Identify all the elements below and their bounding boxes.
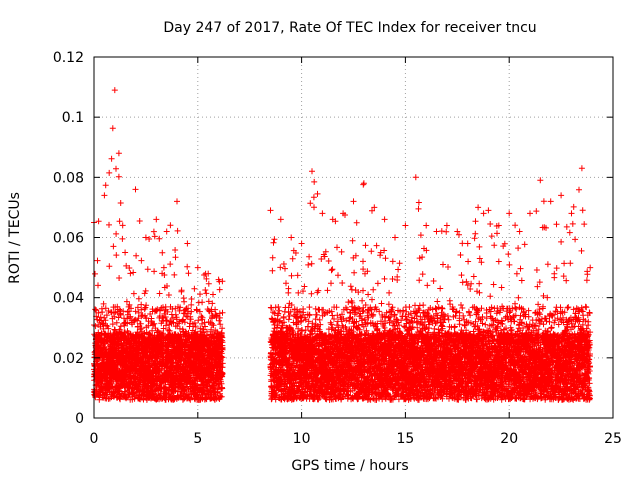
x-tick-label: 10: [293, 431, 311, 447]
y-tick-label: 0.12: [53, 50, 84, 66]
x-axis-label: GPS time / hours: [291, 458, 408, 474]
y-tick-label: 0: [75, 411, 84, 427]
roti-data-points: [91, 87, 594, 403]
x-tick-label: 15: [396, 431, 414, 447]
y-tick-label: 0.06: [53, 231, 84, 247]
x-tick-label: 25: [604, 431, 622, 447]
y-tick-labels: 0 0.02 0.04 0.06 0.08 0.1 0.12: [53, 50, 84, 427]
y-axis-label: ROTI / TECUs: [7, 192, 23, 284]
y-tick-label: 0.04: [53, 291, 84, 307]
y-tick-label: 0.08: [53, 170, 84, 186]
y-tick-label: 0.1: [62, 110, 84, 126]
x-tick-labels: 0 5 10 15 20 25: [90, 431, 622, 447]
scatter-points: [91, 87, 594, 403]
y-tick-label: 0.02: [53, 351, 84, 367]
x-tick-label: 20: [500, 431, 518, 447]
x-tick-label: 5: [193, 431, 202, 447]
chart-title: Day 247 of 2017, Rate Of TEC Index for r…: [163, 20, 536, 36]
x-tick-label: 0: [90, 431, 99, 447]
axis-ticks: [93, 56, 614, 419]
